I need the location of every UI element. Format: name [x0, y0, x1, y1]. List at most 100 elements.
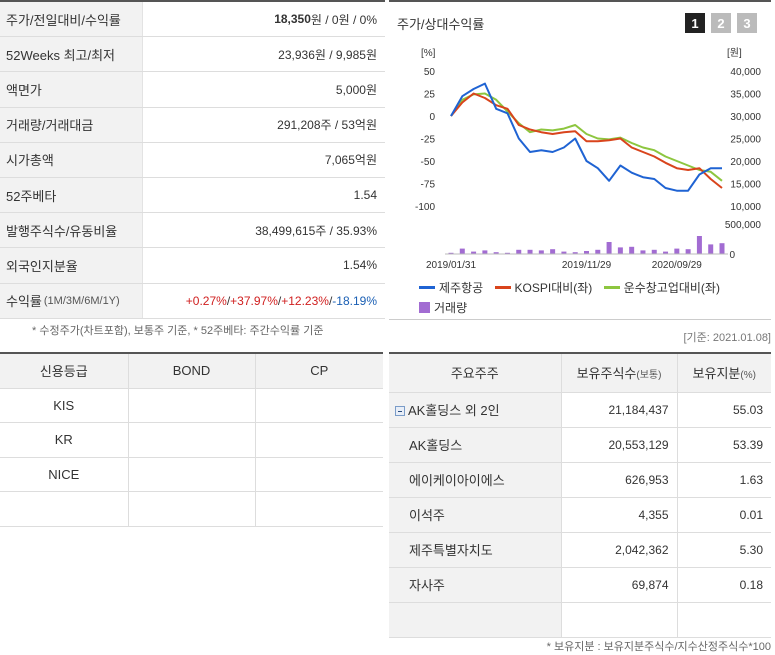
summary-value: +0.27% / +37.97% / +12.23% / -18.19%: [143, 284, 385, 318]
table-row: [389, 602, 771, 638]
right-axis-unit: [원]: [727, 47, 742, 59]
collapse-toggle-icon[interactable]: [395, 406, 405, 416]
returns-label-sub: (1M/3M/6M/1Y): [43, 294, 120, 307]
volume-bar: [471, 251, 477, 254]
holder-pct-cell: [677, 602, 771, 638]
volume-axis-tick-label: 500,000: [725, 220, 762, 231]
column-header: 신용등급: [0, 353, 129, 389]
legend-label: 거래량: [434, 301, 468, 315]
column-header: 보유지분(%): [677, 353, 771, 393]
summary-label: 수익률 (1M/3M/6M/1Y): [0, 283, 143, 318]
chart-pager: 1 2 3: [685, 13, 757, 33]
summary-label: 거래량/거래대금: [0, 107, 143, 142]
current-price: 18,350: [274, 12, 311, 27]
chart-page-3-button[interactable]: 3: [737, 13, 757, 33]
holder-pct-cell: 53.39: [677, 427, 771, 463]
table-row: KR: [0, 422, 383, 458]
header-pct-sub: (%): [740, 370, 756, 382]
cp-cell: [255, 388, 383, 423]
volume-bar: [516, 249, 522, 254]
summary-value: 7,065억원: [324, 153, 377, 168]
table-row: 제주특별자치도 2,042,362 5.30: [389, 532, 771, 568]
summary-label: 액면가: [0, 72, 143, 107]
agency-cell: NICE: [0, 457, 129, 492]
table-row: KIS: [0, 388, 383, 423]
return-1m: +0.27%: [185, 293, 227, 308]
table-row: 자사주 69,874 0.18: [389, 567, 771, 603]
header-shares-sub: (보통): [636, 370, 662, 382]
volume-bar: [448, 252, 454, 254]
holder-shares-cell: 20,553,129: [561, 427, 678, 463]
holder-name-cell: 에이케이아이에스: [389, 462, 562, 498]
volume-bar: [696, 236, 702, 254]
volume-bar: [595, 249, 601, 254]
volume-bar: [584, 251, 589, 254]
left-axis-tick-label: 0: [429, 112, 435, 123]
series-line: [450, 92, 723, 182]
volume-bar: [504, 252, 510, 254]
chart-page-1-button[interactable]: 1: [685, 13, 705, 33]
returns-label: 수익률: [6, 294, 42, 310]
agency-cell: KR: [0, 422, 129, 458]
summary-label: 발행주식수/유동비율: [0, 213, 143, 248]
cp-cell: [255, 457, 383, 492]
summary-value: 1.54: [353, 188, 377, 203]
volume-bar: [527, 249, 533, 254]
price-chart-panel: 주가/상대수익률 1 2 3 [%] [원] 50 25 0 -25 -50 -75 -10…: [389, 0, 771, 320]
summary-footnote: * 수정주가(차트포함), 보통주 기준, * 52주베타: 주간수익률 기준: [32, 325, 324, 337]
return-1y: -18.19%: [332, 293, 377, 308]
legend-label: 제주항공: [439, 281, 484, 295]
table-row: NICE: [0, 457, 383, 492]
summary-value: 23,936원 / 9,985원: [278, 47, 377, 62]
right-axis-tick-label: 15,000: [730, 180, 761, 191]
holder-pct-cell: 0.18: [677, 567, 771, 603]
volume-bar: [663, 251, 669, 254]
holder-name: AK홀딩스 외 2인: [408, 403, 500, 418]
holder-shares-cell: 21,184,437: [561, 392, 678, 428]
line-chart: [%] [원] 50 25 0 -25 -50 -75 -100 40,000 35,000 30…: [415, 47, 762, 271]
volume-bar: [629, 246, 635, 254]
table-row[interactable]: AK홀딩스 외 2인 21,184,437 55.03: [389, 392, 771, 428]
bond-cell: [128, 422, 256, 458]
x-axis-tick-label: 2020/09/29: [652, 260, 702, 271]
right-axis-tick-label: 20,000: [730, 157, 761, 168]
summary-row-volume: 거래량/거래대금 291,208주 / 53억원: [0, 107, 385, 143]
legend-swatch: [603, 286, 620, 289]
bond-cell: [128, 457, 256, 492]
x-axis-tick-label: 2019/11/29: [562, 260, 612, 271]
cp-cell: [255, 422, 383, 458]
summary-value: 38,499,615주 / 35.93%: [255, 223, 377, 238]
table-row: [0, 491, 383, 527]
return-sep: /: [328, 293, 333, 308]
holder-shares-cell: 69,874: [561, 567, 678, 603]
column-header: 주요주주: [389, 353, 562, 393]
legend-item: 거래량: [419, 299, 467, 316]
legend-item: KOSPI대비(좌): [494, 279, 592, 296]
summary-label: 외국인지분율: [0, 248, 143, 283]
right-axis-tick-label: 40,000: [730, 67, 761, 78]
price-change: 원 / 0원 / 0%: [310, 12, 377, 27]
holder-name-cell[interactable]: AK홀딩스 외 2인: [389, 392, 562, 428]
chart-page-2-button[interactable]: 2: [711, 13, 731, 33]
volume-bar: [685, 249, 691, 254]
legend-volume-row: 거래량: [419, 299, 728, 316]
summary-row-52weeks: 52Weeks 최고/최저 23,936원 / 9,985원: [0, 37, 385, 73]
header-pct-label: 보유지분: [692, 366, 741, 382]
holder-shares-cell: 626,953: [561, 462, 678, 498]
volume-bar: [493, 252, 499, 254]
left-axis-tick-label: -75: [421, 180, 436, 191]
summary-row-foreign: 외국인지분율 1.54%: [0, 248, 385, 284]
volume-bar: [572, 252, 578, 254]
volume-bar: [617, 247, 623, 254]
summary-value: 291,208주 / 53억원: [277, 118, 377, 133]
volume-bar: [482, 250, 488, 254]
left-axis-unit: [%]: [421, 48, 436, 59]
return-sep: /: [277, 293, 282, 308]
x-axis-tick-label: 2019/01/31: [426, 260, 476, 271]
holder-pct-cell: 55.03: [677, 392, 771, 428]
chart-legend: 제주항공 KOSPI대비(좌) 운수창고업대비(좌) 거래량: [419, 278, 728, 316]
chart-date-note: [기준: 2021.01.08]: [683, 332, 771, 344]
table-row: 에이케이아이에스 626,953 1.63: [389, 462, 771, 498]
header-shares-label: 보유주식수: [576, 366, 637, 382]
legend-swatch: [419, 286, 435, 289]
